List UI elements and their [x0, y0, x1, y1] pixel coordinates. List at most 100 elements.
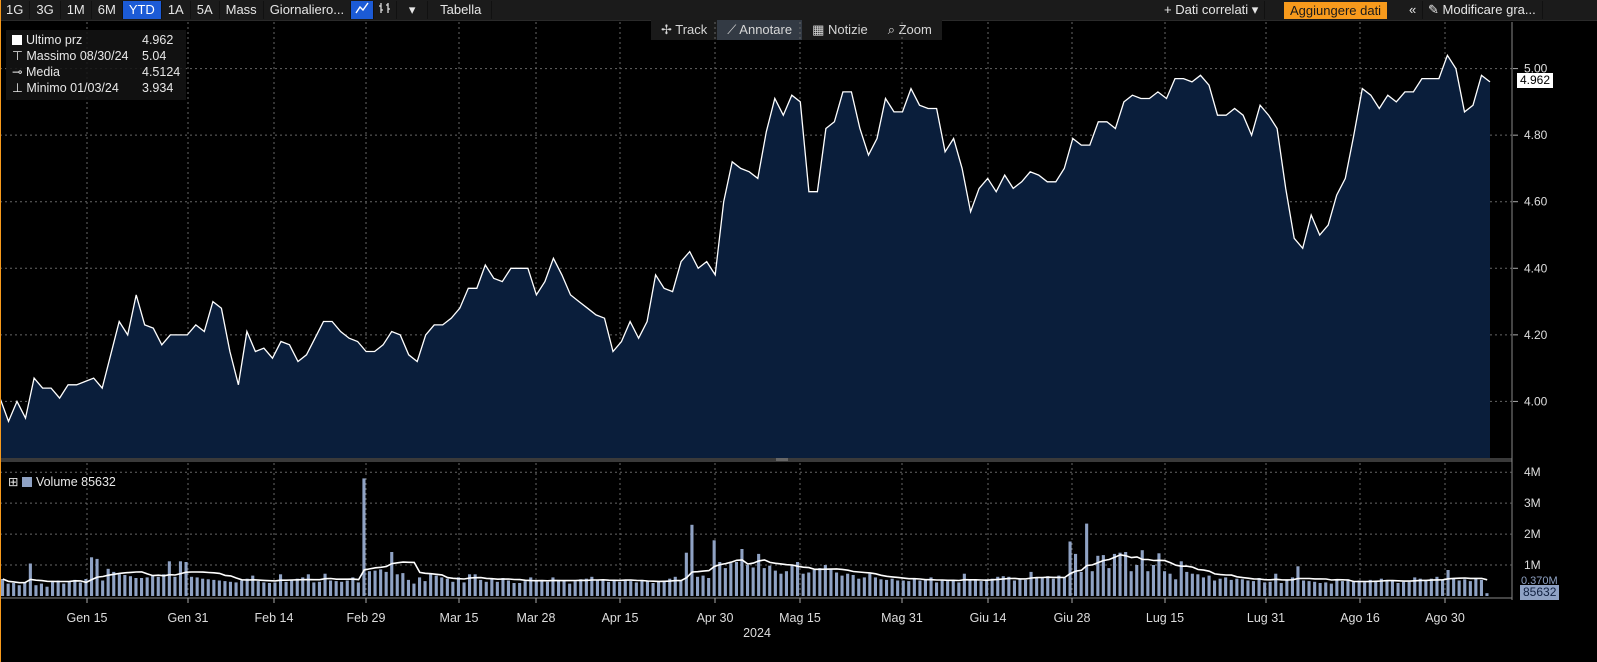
related-data-button[interactable]: + Dati correlati ▾ — [1158, 0, 1266, 20]
range-5a[interactable]: 5A — [191, 1, 220, 19]
volume-bar — [306, 574, 310, 596]
volume-bar — [178, 561, 182, 596]
volume-tick-label: 1M — [1524, 558, 1541, 572]
volume-bar — [90, 557, 94, 596]
volume-bar — [1112, 553, 1116, 596]
volume-bar — [495, 581, 499, 596]
range-1a[interactable]: 1A — [162, 1, 191, 19]
period-select[interactable]: Giornaliero... — [264, 1, 352, 19]
volume-bar — [323, 573, 327, 596]
volume-bar — [985, 579, 989, 596]
legend-last-value: 4.962 — [142, 33, 174, 47]
volume-bar — [857, 578, 861, 596]
volume-bar — [1035, 577, 1039, 596]
x-tick-label: Giu 28 — [1054, 611, 1091, 625]
volume-bar — [134, 578, 138, 596]
range-3g[interactable]: 3G — [30, 1, 61, 19]
volume-bar — [1479, 579, 1483, 596]
volume-bar — [540, 580, 544, 596]
tool-news[interactable]: ▦ Notizie — [812, 22, 868, 37]
volume-bar — [901, 580, 905, 596]
legend-max-label: Massimo 08/30/24 — [26, 49, 129, 63]
volume-bar — [1196, 574, 1200, 596]
add-data-button[interactable]: Aggiungere dati — [1284, 0, 1388, 20]
volume-bar — [829, 569, 833, 596]
volume-tick-label: 4M — [1524, 465, 1541, 479]
bar-chart-icon[interactable] — [374, 1, 398, 19]
volume-bar — [1318, 583, 1322, 596]
table-button[interactable]: Tabella — [430, 1, 493, 19]
range-1m[interactable]: 1M — [61, 1, 92, 19]
edit-chart-button[interactable]: ✎ Modificare gra... — [1422, 0, 1543, 20]
volume-bar — [1441, 579, 1445, 596]
volume-square-icon — [21, 477, 32, 487]
x-tick-label: Lug 31 — [1247, 611, 1285, 625]
volume-bar — [373, 570, 377, 596]
volume-bar — [529, 577, 533, 596]
volume-bar — [1057, 575, 1061, 596]
volume-bar — [1340, 581, 1344, 596]
x-tick-label: Mar 28 — [517, 611, 556, 625]
volume-bar — [1201, 577, 1205, 596]
volume-bar — [1240, 579, 1244, 596]
x-tick-label: Gen 31 — [167, 611, 208, 625]
collapse-icon[interactable]: « — [1403, 1, 1424, 19]
volume-bar — [657, 581, 661, 596]
volume-bar — [940, 580, 944, 596]
volume-bar — [896, 580, 900, 596]
volume-bar — [773, 570, 777, 596]
volume-tick-label: 3M — [1524, 496, 1541, 510]
volume-bar — [273, 582, 277, 596]
volume-bar — [117, 574, 121, 596]
volume-bar — [579, 579, 583, 596]
range-6m[interactable]: 6M — [92, 1, 123, 19]
volume-bar — [223, 581, 227, 596]
volume-bar — [1074, 553, 1078, 596]
volume-bar — [523, 581, 527, 596]
related-data-label[interactable]: + Dati correlati ▾ — [1158, 1, 1266, 19]
volume-bar — [1, 579, 5, 596]
volume-bar — [1352, 581, 1356, 596]
volume-bar — [1485, 593, 1489, 596]
line-chart-icon[interactable] — [351, 1, 375, 19]
volume-bar — [812, 570, 816, 596]
volume-bar — [234, 582, 238, 596]
volume-bar — [962, 573, 966, 596]
volume-bar — [1207, 575, 1211, 596]
volume-bar — [1429, 578, 1433, 596]
volume-bar — [334, 581, 338, 596]
tool-track[interactable]: ✢ Track — [661, 22, 708, 37]
x-year-label: 2024 — [743, 626, 771, 640]
volume-bar — [651, 583, 655, 596]
volume-bar — [217, 580, 221, 596]
volume-bar — [84, 579, 88, 596]
volume-bar — [723, 568, 727, 596]
volume-bar — [201, 578, 205, 596]
volume-bar — [1168, 573, 1172, 596]
range-mass[interactable]: Mass — [220, 1, 264, 19]
tool-annotate[interactable]: ⟋ Annotare — [717, 20, 803, 40]
volume-bar — [1452, 578, 1456, 596]
chart-type-dropdown[interactable]: ▾ — [397, 1, 429, 19]
legend-max-value: 5.04 — [142, 49, 167, 63]
volume-bar — [228, 581, 232, 596]
tool-zoom[interactable]: ⌕ Zoom — [887, 22, 932, 37]
volume-bar — [406, 579, 410, 596]
volume-bar — [612, 580, 616, 596]
add-data-label[interactable]: Aggiungere dati — [1284, 1, 1388, 19]
edit-chart-label[interactable]: ✎ Modificare gra... — [1422, 1, 1543, 19]
volume-bar — [1218, 578, 1222, 596]
volume-bar — [506, 580, 510, 596]
volume-bar — [1346, 579, 1350, 596]
range-ytd[interactable]: YTD — [122, 1, 162, 19]
volume-bar — [707, 578, 711, 596]
range-1g[interactable]: 1G — [0, 1, 31, 19]
collapse-button[interactable]: « — [1403, 0, 1424, 20]
volume-bar — [1257, 578, 1261, 596]
volume-bar — [212, 579, 216, 596]
volume-bar — [395, 574, 399, 596]
volume-bar — [1146, 571, 1150, 596]
volume-bar — [534, 581, 538, 596]
volume-bar — [329, 580, 333, 596]
volume-bar — [317, 581, 321, 596]
